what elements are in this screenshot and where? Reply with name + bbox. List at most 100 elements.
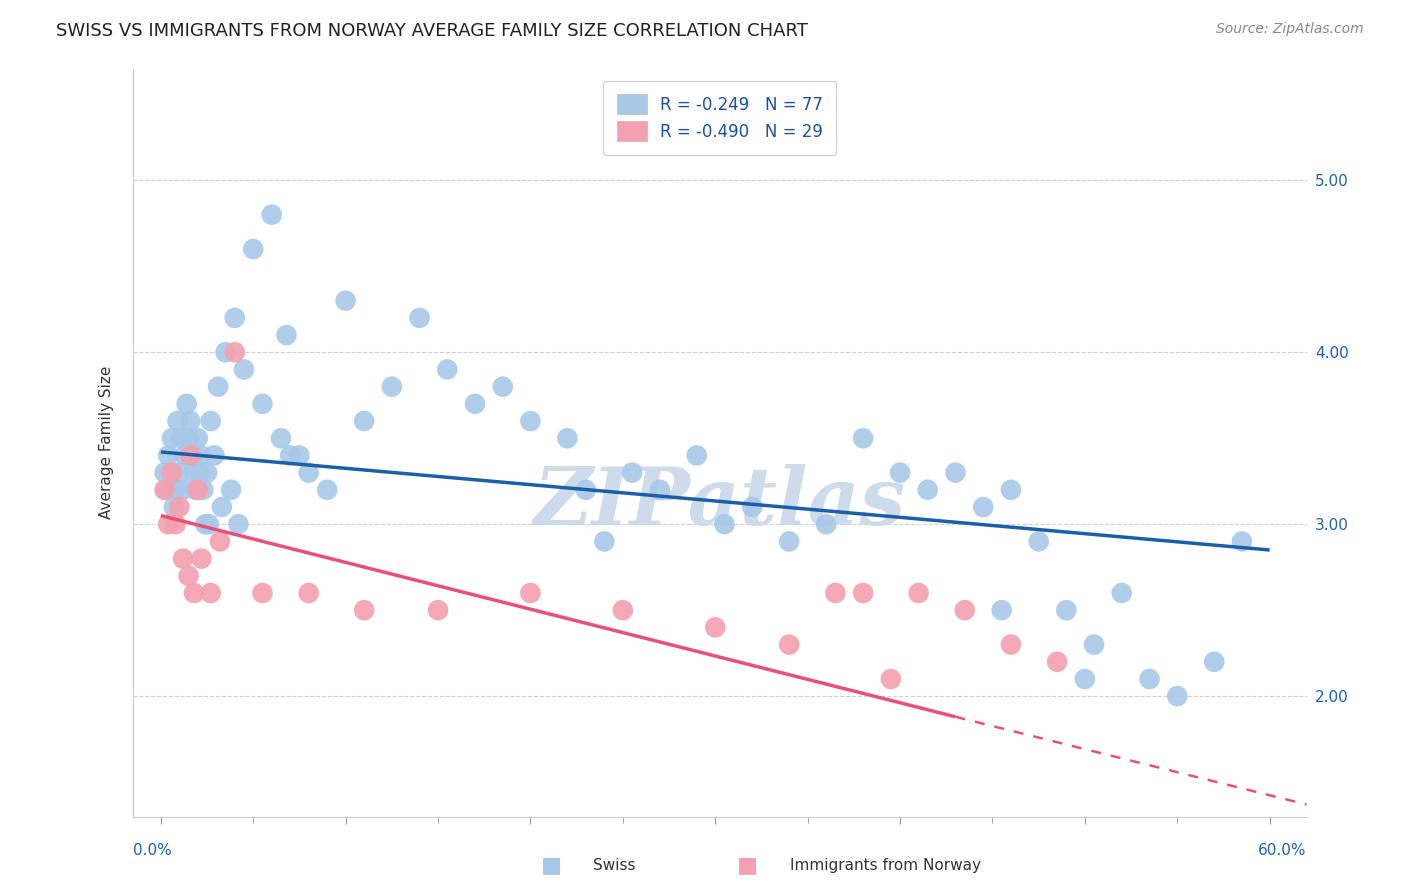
Point bbox=[224, 310, 246, 325]
Point bbox=[252, 397, 274, 411]
Point bbox=[917, 483, 939, 497]
Point bbox=[990, 603, 1012, 617]
Point bbox=[155, 483, 177, 497]
Point bbox=[1083, 638, 1105, 652]
Point bbox=[190, 551, 212, 566]
Point bbox=[153, 466, 176, 480]
Point bbox=[187, 483, 209, 497]
Point bbox=[741, 500, 763, 514]
Point bbox=[177, 431, 200, 445]
Point bbox=[242, 242, 264, 256]
Point bbox=[1028, 534, 1050, 549]
Point bbox=[184, 483, 207, 497]
Point bbox=[353, 603, 375, 617]
Point bbox=[778, 638, 800, 652]
Point bbox=[172, 483, 194, 497]
Point bbox=[298, 586, 321, 600]
Point bbox=[557, 431, 579, 445]
Point bbox=[436, 362, 458, 376]
Point bbox=[686, 449, 709, 463]
Point bbox=[172, 551, 194, 566]
Point bbox=[880, 672, 903, 686]
Point bbox=[219, 483, 242, 497]
Point bbox=[1054, 603, 1077, 617]
Point bbox=[214, 345, 236, 359]
Point bbox=[200, 586, 222, 600]
Point bbox=[177, 569, 200, 583]
Point bbox=[165, 517, 187, 532]
Point bbox=[169, 466, 191, 480]
Point bbox=[181, 449, 204, 463]
Point bbox=[187, 431, 209, 445]
Point bbox=[173, 449, 195, 463]
Point bbox=[1139, 672, 1161, 686]
Point bbox=[198, 517, 221, 532]
Point bbox=[713, 517, 735, 532]
Point bbox=[166, 414, 188, 428]
Point bbox=[575, 483, 598, 497]
Point bbox=[335, 293, 357, 308]
Point bbox=[427, 603, 450, 617]
Point bbox=[228, 517, 250, 532]
Point bbox=[194, 517, 217, 532]
Point bbox=[200, 414, 222, 428]
Point bbox=[195, 466, 218, 480]
Point bbox=[815, 517, 838, 532]
Point bbox=[519, 414, 541, 428]
Legend: R = -0.249   N = 77, R = -0.490   N = 29: R = -0.249 N = 77, R = -0.490 N = 29 bbox=[603, 80, 837, 154]
Point bbox=[165, 483, 187, 497]
Point bbox=[160, 431, 183, 445]
Point bbox=[163, 500, 186, 514]
Point bbox=[179, 414, 201, 428]
Point bbox=[1204, 655, 1226, 669]
Point bbox=[648, 483, 671, 497]
Point bbox=[907, 586, 929, 600]
Point bbox=[704, 620, 727, 634]
Point bbox=[276, 328, 298, 343]
Point bbox=[852, 431, 875, 445]
Point bbox=[492, 379, 515, 393]
Text: ■: ■ bbox=[738, 855, 758, 876]
Point bbox=[1000, 638, 1022, 652]
Point bbox=[353, 414, 375, 428]
Point bbox=[270, 431, 292, 445]
Point bbox=[170, 431, 193, 445]
Point bbox=[160, 466, 183, 480]
Point bbox=[190, 449, 212, 463]
Point bbox=[824, 586, 846, 600]
Text: Immigrants from Norway: Immigrants from Norway bbox=[790, 858, 981, 873]
Point bbox=[1074, 672, 1097, 686]
Y-axis label: Average Family Size: Average Family Size bbox=[100, 366, 114, 519]
Point bbox=[188, 466, 211, 480]
Point bbox=[157, 517, 180, 532]
Point bbox=[945, 466, 967, 480]
Point bbox=[207, 379, 229, 393]
Point bbox=[183, 466, 205, 480]
Point bbox=[889, 466, 911, 480]
Point bbox=[176, 397, 198, 411]
Point bbox=[1230, 534, 1253, 549]
Text: Source: ZipAtlas.com: Source: ZipAtlas.com bbox=[1216, 22, 1364, 37]
Point bbox=[208, 534, 231, 549]
Point bbox=[193, 483, 215, 497]
Point bbox=[169, 500, 191, 514]
Point bbox=[1166, 689, 1188, 703]
Point bbox=[1111, 586, 1133, 600]
Point bbox=[593, 534, 616, 549]
Point bbox=[1046, 655, 1069, 669]
Point bbox=[224, 345, 246, 359]
Point bbox=[778, 534, 800, 549]
Point bbox=[179, 449, 201, 463]
Point bbox=[1000, 483, 1022, 497]
Point bbox=[298, 466, 321, 480]
Point bbox=[972, 500, 994, 514]
Point bbox=[157, 449, 180, 463]
Point bbox=[211, 500, 233, 514]
Text: ■: ■ bbox=[541, 855, 561, 876]
Point bbox=[953, 603, 976, 617]
Point bbox=[408, 310, 430, 325]
Point bbox=[288, 449, 311, 463]
Point bbox=[519, 586, 541, 600]
Text: Swiss: Swiss bbox=[593, 858, 636, 873]
Point bbox=[381, 379, 404, 393]
